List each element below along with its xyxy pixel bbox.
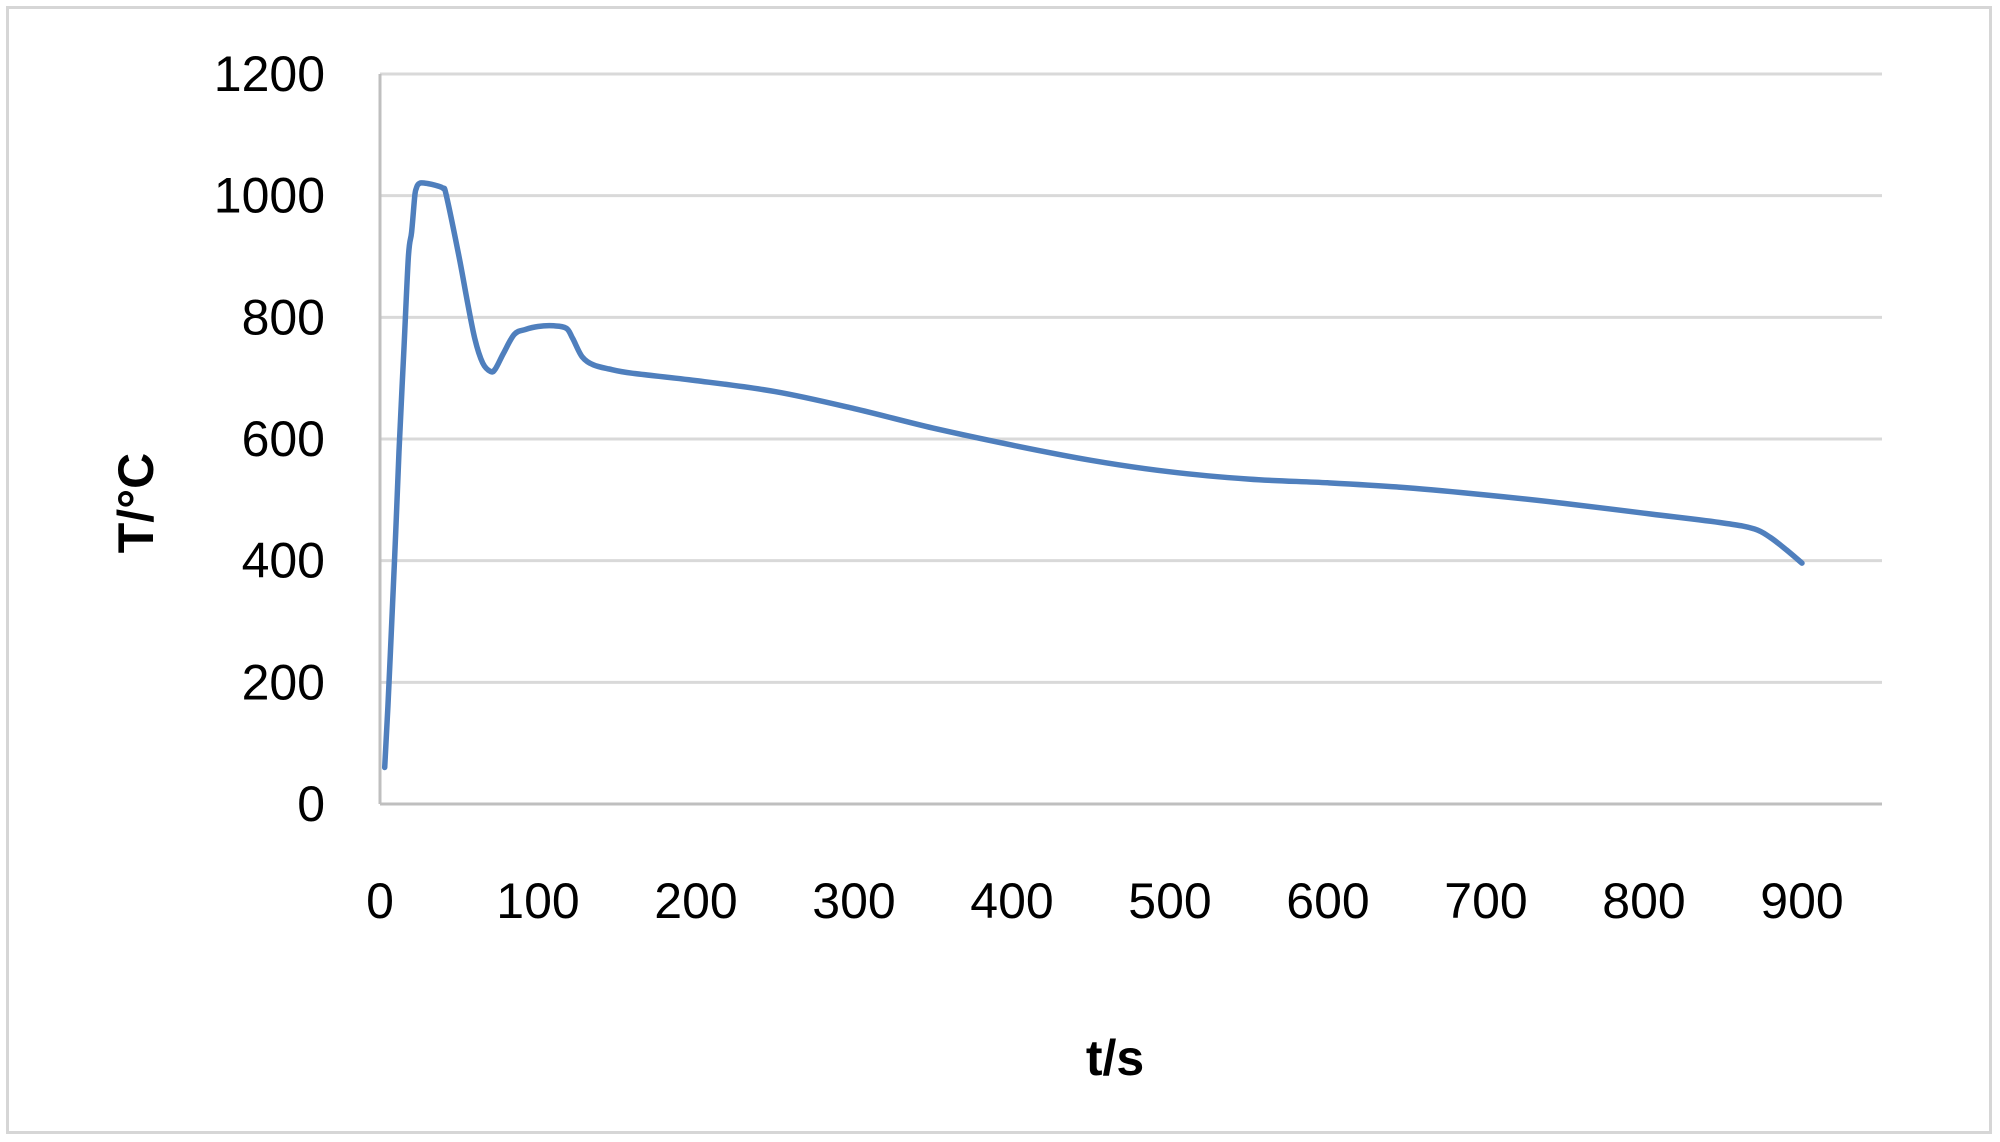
series-line <box>381 180 1805 771</box>
x-tick-label: 800 <box>1602 873 1685 929</box>
x-tick-label: 700 <box>1444 873 1527 929</box>
y-tick-label: 800 <box>242 289 325 345</box>
chart-frame <box>6 6 1992 1134</box>
x-tick-label: 200 <box>654 873 737 929</box>
x-tick-label: 100 <box>496 873 579 929</box>
x-tick-label: 900 <box>1760 873 1843 929</box>
x-tick-label: 300 <box>812 873 895 929</box>
grid-lines <box>380 72 1882 684</box>
y-tick-label: 1200 <box>214 46 325 102</box>
y-tick-label: 0 <box>297 776 325 832</box>
x-tick-label: 400 <box>970 873 1053 929</box>
y-tick-label: 600 <box>242 411 325 467</box>
y-axis-title: T/°C <box>108 453 164 554</box>
x-tick-label: 0 <box>366 873 394 929</box>
y-tick-label: 200 <box>242 654 325 710</box>
y-tick-label: 1000 <box>214 168 325 224</box>
x-tick-label: 500 <box>1128 873 1211 929</box>
series-layer <box>381 180 1805 771</box>
axes <box>378 74 1882 806</box>
x-tick-label: 600 <box>1286 873 1369 929</box>
tick-labels: 0 200 400 600 800 1000 1200 0 100 200 300 400 500 600… <box>214 46 1844 929</box>
y-tick-label: 400 <box>242 533 325 589</box>
x-axis-title: t/s <box>1086 1030 1144 1086</box>
